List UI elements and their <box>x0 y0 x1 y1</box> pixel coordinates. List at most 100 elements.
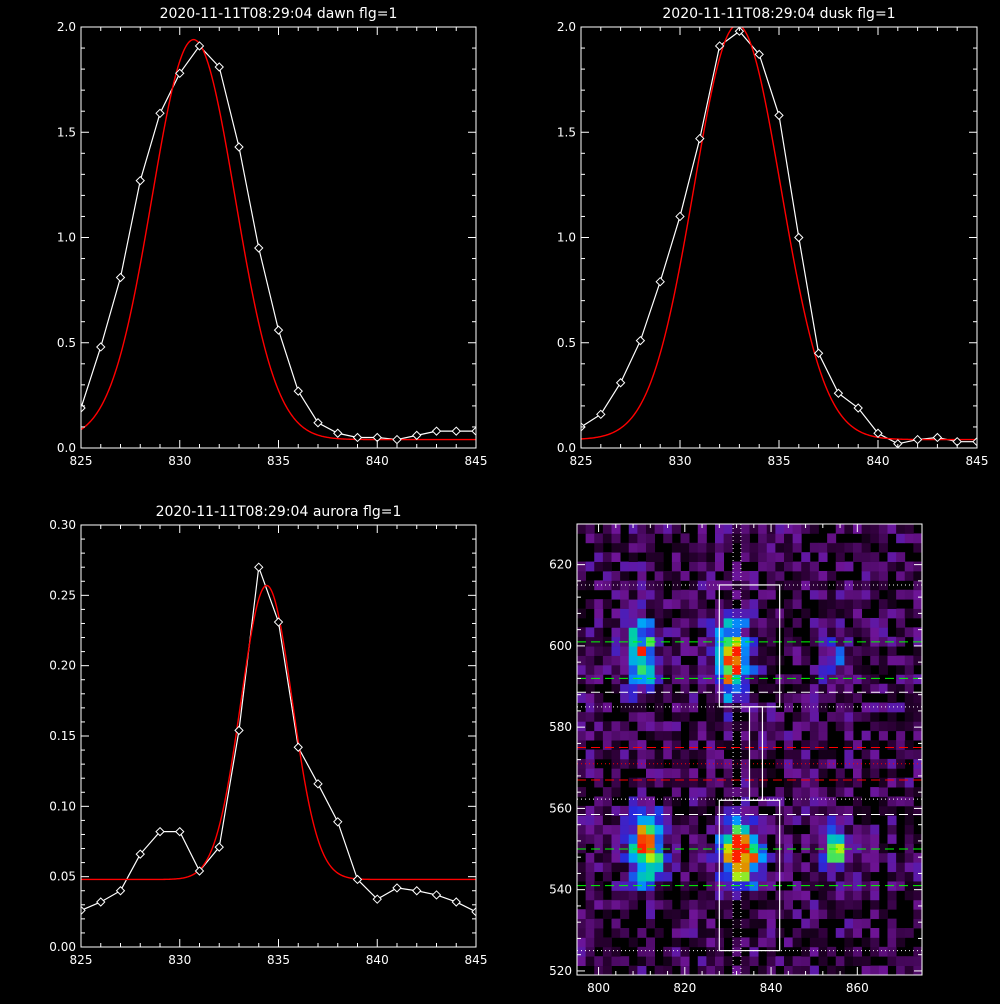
heatmap-cell <box>740 862 750 873</box>
heatmap-cell <box>784 552 794 562</box>
heatmap-cell <box>818 542 828 553</box>
heatmap-cell <box>861 589 871 600</box>
y-tick-label: 0.30 <box>49 518 76 532</box>
heatmap-cell <box>792 956 802 967</box>
heatmap-cell <box>611 918 621 929</box>
heatmap-cell <box>913 965 922 975</box>
x-tick-label: 825 <box>570 454 593 468</box>
chart-title: 2020-11-11T08:29:04 dawn flg=1 <box>160 6 398 22</box>
heatmap-cell <box>628 796 638 807</box>
heatmap-cell <box>853 768 863 779</box>
heatmap-cell <box>706 580 716 591</box>
heatmap-cell <box>594 852 604 863</box>
heatmap-cell <box>870 899 880 910</box>
heatmap-cell <box>861 636 871 647</box>
heatmap-cell <box>654 702 664 713</box>
heatmap-cell <box>749 946 759 957</box>
heatmap-cell <box>740 740 750 750</box>
heatmap-cell <box>870 674 880 685</box>
heatmap-cell <box>740 655 750 666</box>
heatmap-cell <box>878 533 888 544</box>
heatmap-cell <box>732 655 742 666</box>
heatmap-cell <box>628 805 638 816</box>
heatmap-cell <box>801 749 811 760</box>
heatmap-cell <box>732 965 742 975</box>
heatmap-cell <box>611 552 621 562</box>
heatmap-cell <box>602 937 612 948</box>
heatmap-cell <box>818 946 828 957</box>
heatmap-cell <box>654 965 664 975</box>
heatmap-cell <box>671 768 681 779</box>
heatmap-cell <box>870 749 880 760</box>
heatmap-cell <box>809 824 819 835</box>
heatmap-cell <box>818 702 828 713</box>
x-tick-label: 840 <box>366 953 389 967</box>
heatmap-cell <box>801 928 811 938</box>
heatmap-cell <box>620 570 630 581</box>
heatmap-cell <box>784 834 794 844</box>
heatmap-cell <box>620 580 630 591</box>
heatmap-cell <box>809 946 819 957</box>
data-point <box>833 388 844 398</box>
heatmap-cell <box>904 787 914 797</box>
heatmap-cell <box>706 758 716 769</box>
heatmap-cell <box>878 542 888 553</box>
heatmap-cell <box>870 711 880 722</box>
heatmap-cell <box>654 777 664 788</box>
heatmap-cell <box>844 589 854 600</box>
heatmap-cell <box>870 721 880 732</box>
heatmap-cell <box>732 834 742 844</box>
heatmap-cell <box>706 702 716 713</box>
heatmap-cell <box>637 561 647 572</box>
heatmap-cell <box>585 561 595 572</box>
heatmap-cell <box>620 542 630 553</box>
heatmap-cell <box>861 843 871 854</box>
heatmap-cell <box>809 740 819 750</box>
heatmap-cell <box>732 608 742 619</box>
heatmap-cell <box>853 871 863 882</box>
heatmap-cell <box>646 683 656 694</box>
heatmap-cell <box>809 580 819 591</box>
heatmap-cell <box>637 627 647 638</box>
heatmap-cell <box>818 664 828 675</box>
heatmap-cell <box>896 796 906 807</box>
heatmap-cell <box>697 871 707 882</box>
heatmap-cell <box>680 711 690 722</box>
heatmap-cell <box>663 740 673 750</box>
heatmap-cell <box>809 787 819 797</box>
heatmap-cell <box>835 928 845 938</box>
heatmap-cell <box>878 946 888 957</box>
data-point <box>214 62 224 72</box>
heatmap-cell <box>611 749 621 760</box>
heatmap-cell <box>689 899 699 910</box>
heatmap-cell <box>611 721 621 732</box>
heatmap-cell <box>844 758 854 769</box>
data-point <box>932 432 943 443</box>
y-tick-label: 0.05 <box>49 870 76 884</box>
heatmap-cell <box>611 740 621 750</box>
heatmap-cell <box>697 664 707 675</box>
heatmap-cell <box>654 824 664 835</box>
heatmap-cell <box>904 589 914 600</box>
heatmap-cell <box>784 627 794 638</box>
heatmap-cell <box>663 777 673 788</box>
x-tick-label: 840 <box>867 454 890 468</box>
heatmap-cell <box>628 824 638 835</box>
heatmap-cell <box>844 702 854 713</box>
heatmap-cell <box>861 805 871 816</box>
heatmap-cell <box>896 777 906 788</box>
heatmap-cell <box>646 758 656 769</box>
heatmap-cell <box>766 956 776 967</box>
heatmap-cell <box>723 655 733 666</box>
heatmap-cell <box>637 655 647 666</box>
heatmap-cell <box>732 787 742 797</box>
heatmap-cell <box>887 852 897 863</box>
heatmap-cell <box>654 683 664 694</box>
heatmap-cell <box>749 674 759 685</box>
data-point <box>471 426 476 436</box>
heatmap-cell <box>887 862 897 873</box>
heatmap-cell <box>663 749 673 760</box>
heatmap-cell <box>844 815 854 826</box>
heatmap-cell <box>723 683 733 694</box>
heatmap-cell <box>723 721 733 732</box>
